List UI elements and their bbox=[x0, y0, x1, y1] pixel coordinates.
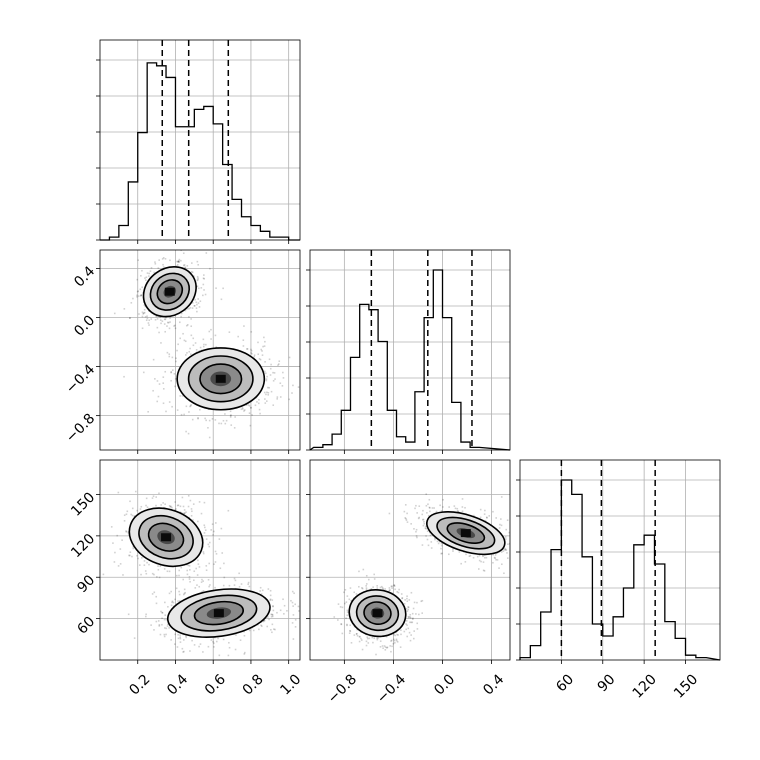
contour-line bbox=[426, 511, 506, 556]
scatter-panel-0-1: −0.8 −0.4 0.0 0.4 bbox=[63, 249, 301, 454]
x-tick-label: 0.2 bbox=[126, 671, 153, 698]
contour-line bbox=[348, 589, 407, 638]
x-tick-label: 60 bbox=[553, 671, 577, 695]
contour-line bbox=[147, 522, 185, 552]
histogram-step bbox=[519, 479, 721, 661]
x-tick-label: 0.4 bbox=[480, 671, 507, 698]
density-layer bbox=[333, 493, 510, 656]
scatter-points bbox=[113, 250, 300, 439]
y-tick-label: −0.8 bbox=[63, 411, 98, 446]
contour-line bbox=[436, 516, 496, 550]
density-peak bbox=[161, 533, 172, 542]
y-tick-label: 0.4 bbox=[71, 263, 98, 290]
panel-frame bbox=[99, 39, 301, 241]
contour-line bbox=[355, 595, 400, 632]
histogram-step bbox=[100, 62, 300, 241]
histogram-panel-0 bbox=[96, 39, 301, 244]
x-tick-label: −0.4 bbox=[374, 671, 409, 706]
scatter-panel-0-2: 0.2 0.4 0.6 0.8 1.0 60 90 120 150 bbox=[68, 459, 304, 698]
x-tick-label: 150 bbox=[671, 671, 701, 701]
scatter-panel-1-2: −0.8 −0.4 0.0 0.4 bbox=[306, 459, 511, 707]
panel-frame bbox=[519, 459, 721, 661]
histogram-panel-2: 60 90 120 150 bbox=[516, 459, 721, 702]
contour-line bbox=[142, 266, 197, 318]
contour-line bbox=[180, 594, 258, 632]
panel-frame bbox=[309, 249, 511, 451]
panel-frame bbox=[99, 459, 301, 661]
x-tick-label: 120 bbox=[630, 671, 660, 701]
density-layer bbox=[102, 490, 300, 657]
x-tick-label: 0.4 bbox=[164, 671, 191, 698]
y-tick-label: 150 bbox=[68, 489, 98, 519]
panel-frame bbox=[99, 249, 301, 451]
y-tick-label: 90 bbox=[74, 572, 98, 596]
contour-line bbox=[128, 507, 204, 568]
contour-line bbox=[176, 347, 266, 411]
contour-line bbox=[166, 588, 271, 638]
contour-line bbox=[199, 363, 243, 395]
x-tick-label: 0.6 bbox=[202, 671, 229, 698]
density-peak bbox=[372, 609, 383, 618]
y-tick-label: −0.4 bbox=[63, 361, 98, 396]
density-peak bbox=[164, 287, 175, 296]
contour-line bbox=[446, 522, 486, 545]
histogram-panel-1 bbox=[306, 249, 511, 454]
contour-line bbox=[193, 600, 245, 626]
y-tick-label: 120 bbox=[68, 531, 98, 561]
x-tick-label: 90 bbox=[595, 671, 619, 695]
histogram-step bbox=[309, 269, 511, 451]
contour-line bbox=[156, 279, 184, 305]
density-layer bbox=[113, 250, 300, 439]
x-tick-label: 1.0 bbox=[277, 671, 304, 698]
x-tick-label: −0.8 bbox=[325, 671, 360, 706]
density-peak bbox=[213, 609, 224, 618]
y-tick-label: 60 bbox=[74, 614, 98, 638]
contour-line bbox=[149, 272, 190, 311]
contour-line bbox=[187, 355, 254, 403]
contour-line bbox=[363, 601, 392, 625]
y-tick-label: 0.0 bbox=[71, 312, 98, 339]
x-tick-label: 0.8 bbox=[240, 671, 267, 698]
contour-line bbox=[138, 514, 194, 560]
density-peak bbox=[215, 374, 226, 383]
x-tick-label: 0.0 bbox=[431, 671, 458, 698]
density-peak bbox=[460, 529, 471, 538]
panel-frame bbox=[309, 459, 511, 661]
